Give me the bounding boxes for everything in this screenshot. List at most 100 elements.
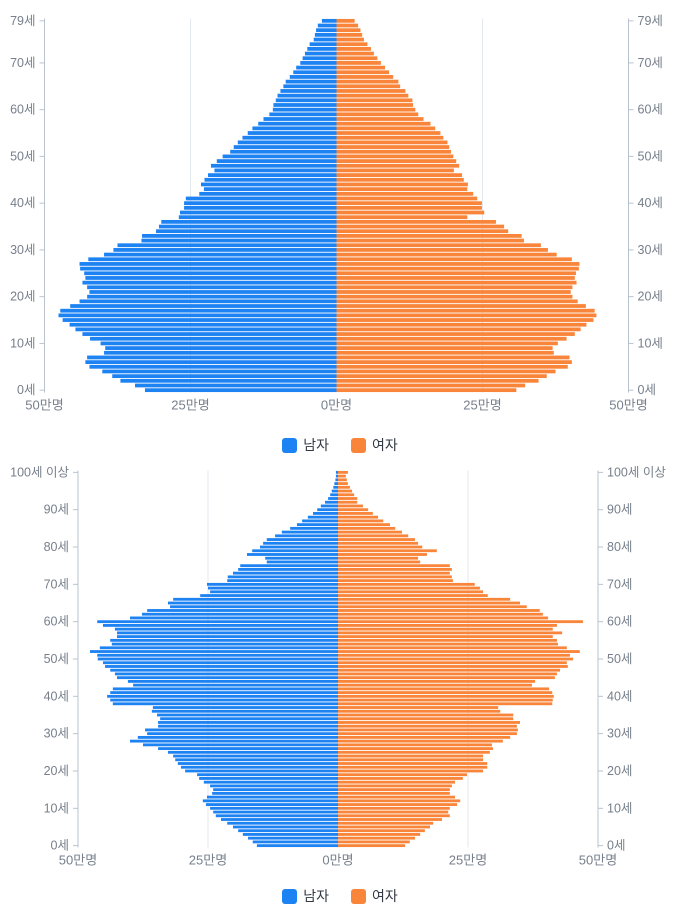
bar-female-age-76: [336, 32, 363, 37]
bar-male-age-87: [302, 519, 338, 523]
legend-item-male[interactable]: 남자: [282, 435, 329, 455]
legend-top: 남자 여자: [0, 436, 680, 454]
bar-male-age-12: [82, 332, 337, 336]
bar-male-age-56: [117, 635, 338, 639]
bar-male-age-24: [173, 754, 338, 758]
bar-male-age-81: [263, 541, 338, 545]
bar-male-age-31: [117, 243, 337, 248]
population-tick-label: 25만명: [449, 853, 487, 868]
bar-male-age-29: [104, 252, 337, 257]
bar-male-age-15: [62, 318, 337, 322]
bar-male-age-51: [230, 149, 337, 154]
bar-female-age-18: [336, 304, 586, 308]
age-tick-label: 40세: [44, 689, 69, 703]
bar-female-age-37: [336, 215, 468, 220]
bar-male-age-30: [113, 248, 337, 252]
bar-female-age-69: [336, 65, 385, 70]
bar-male-age-68: [210, 590, 338, 594]
male-bars: [58, 18, 337, 393]
bar-female-age-0: [338, 844, 406, 848]
bar-female-age-40: [336, 201, 482, 206]
age-tick-label: 30세: [638, 243, 663, 257]
bar-male-age-0: [256, 844, 338, 848]
bar-female-age-69: [338, 586, 480, 590]
bar-male-age-18: [199, 777, 338, 780]
bar-male-age-20: [87, 294, 337, 299]
bar-female-age-71: [338, 579, 453, 583]
bar-female-age-43: [336, 187, 468, 192]
population-tick-label: 25만명: [189, 853, 227, 868]
bar-male-age-54: [242, 135, 337, 140]
bar-male-age-31: [145, 728, 338, 732]
bar-male-age-26: [80, 266, 337, 271]
bar-female-age-78: [336, 23, 359, 28]
bar-male-age-71: [302, 56, 337, 61]
age-tick-label: 50세: [10, 149, 35, 163]
bar-female-age-25: [336, 271, 576, 276]
bar-male-age-72: [227, 575, 338, 579]
bar-male-age-33: [158, 721, 338, 724]
age-tick-label: 60세: [638, 103, 663, 117]
bar-female-age-87: [338, 519, 384, 523]
bar-female-age-42: [336, 191, 474, 196]
bar-male-age-26: [158, 747, 338, 751]
bar-male-age-96: [333, 485, 338, 489]
bar-male-age-82: [266, 538, 338, 541]
bar-male-age-59: [102, 623, 339, 627]
bar-female-age-54: [336, 135, 444, 140]
bar-female-age-70: [338, 582, 475, 586]
bar-male-age-73: [232, 571, 338, 575]
bar-male-age-77: [316, 28, 337, 33]
bar-male-age-42: [199, 191, 337, 196]
female-legend-label: 여자: [372, 437, 398, 453]
bar-female-age-49: [336, 159, 457, 163]
bar-female-age-38: [336, 210, 485, 215]
bar-female-age-61: [336, 103, 414, 107]
age-tick-label: 50세: [638, 149, 663, 163]
bar-male-age-23: [82, 280, 337, 285]
legend-item-male[interactable]: 남자: [282, 886, 329, 906]
bar-male-age-78: [247, 553, 338, 556]
bar-male-age-28: [130, 739, 338, 743]
bar-male-age-70: [206, 582, 338, 586]
bar-female-age-17: [338, 780, 455, 784]
bar-male-age-62: [275, 98, 337, 103]
age-tick-label: 0세: [17, 383, 35, 397]
bar-female-age-3: [338, 833, 421, 836]
bar-female-age-8: [336, 350, 554, 355]
age-tick-label: 60세: [10, 103, 35, 117]
bar-male-age-56: [252, 126, 337, 131]
bar-male-age-55: [110, 638, 339, 642]
bar-female-age-4: [336, 369, 556, 374]
population-tick-label: 50만명: [609, 398, 647, 413]
bar-female-age-51: [338, 653, 570, 657]
bar-male-age-67: [200, 594, 338, 597]
bar-male-age-51: [97, 653, 339, 657]
bar-male-age-16: [210, 784, 338, 788]
bar-female-age-55: [338, 638, 557, 642]
male-legend-swatch: [282, 437, 298, 453]
bar-male-age-22: [177, 762, 338, 765]
bar-female-age-26: [338, 747, 493, 751]
bar-female-age-9: [338, 810, 449, 814]
bar-female-age-37: [338, 706, 499, 709]
bar-male-age-68: [293, 70, 337, 75]
bar-female-age-5: [338, 825, 431, 829]
bar-female-age-14: [336, 322, 587, 327]
legend-item-female[interactable]: 여자: [351, 886, 398, 906]
bar-female-age-64: [336, 89, 406, 93]
bar-male-age-70: [300, 61, 337, 65]
bar-male-age-7: [221, 818, 338, 821]
bar-female-age-18: [338, 777, 463, 780]
legend-item-female[interactable]: 여자: [351, 435, 398, 455]
bar-female-age-77: [338, 556, 419, 560]
bar-male-age-90: [317, 508, 338, 512]
bar-female-age-12: [336, 332, 575, 336]
bar-female-age-98: [338, 478, 347, 482]
age-tick-label: 0세: [51, 839, 69, 853]
bar-female-age-84: [338, 530, 402, 534]
bar-male-age-86: [296, 523, 338, 527]
bar-female-age-33: [336, 234, 522, 238]
bar-male-age-27: [79, 262, 337, 266]
bar-female-age-24: [336, 276, 575, 280]
